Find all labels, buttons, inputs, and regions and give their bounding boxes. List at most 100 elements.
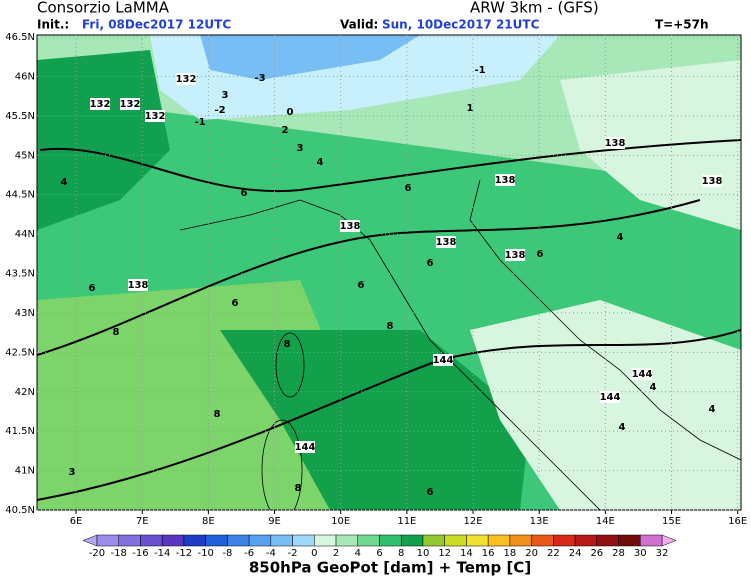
contour-label: 4 <box>650 382 657 393</box>
colorbar-tick-label: 2 <box>333 548 339 559</box>
colorbar-swatch <box>553 534 576 547</box>
contour-label: 138 <box>128 280 149 291</box>
colorbar-swatch <box>161 534 185 547</box>
contour-label: 6 <box>89 283 96 294</box>
y-tick-label: 42.5N <box>5 347 35 358</box>
contour-label: 132 <box>145 111 166 122</box>
x-tick-label: 8E <box>202 516 215 527</box>
contour-label: 6 <box>427 487 434 498</box>
contour-label: -3 <box>254 73 265 84</box>
colorbar-swatch <box>640 534 663 547</box>
colorbar-swatch <box>400 534 424 547</box>
contour-label: 132 <box>176 74 197 85</box>
colorbar-tick-label: -10 <box>197 548 213 559</box>
title: Consorzio LaMMA <box>37 0 170 17</box>
geopotential-contour <box>37 329 741 501</box>
colorbar-tick-label: 28 <box>612 548 625 559</box>
contour-label: 6 <box>537 249 544 260</box>
contour-label: 4 <box>617 232 624 243</box>
x-tick-label: 15E <box>662 516 681 527</box>
contour-label: 132 <box>120 99 141 110</box>
init-value: Fri, 08Dec2017 12UTC <box>82 18 231 32</box>
contour-label: 4 <box>61 177 68 188</box>
contour-label: 138 <box>605 138 626 149</box>
y-tick-label: 44N <box>15 229 35 240</box>
colorbar-tick-label: 6 <box>376 548 382 559</box>
colorbar-swatch <box>335 534 359 547</box>
colorbar-swatch <box>466 534 489 547</box>
colorbar-tick-label: -6 <box>244 548 254 559</box>
colorbar-over <box>661 534 677 547</box>
contour-label: 144 <box>632 369 653 380</box>
colorbar-swatch <box>618 534 641 547</box>
colorbar-tick-label: -14 <box>154 548 170 559</box>
contour-label: 6 <box>232 298 239 309</box>
colorbar-swatch <box>487 534 511 547</box>
colorbar-swatch <box>357 534 380 547</box>
y-tick-label: 43.5N <box>5 269 35 280</box>
field <box>220 330 530 510</box>
geopotential-contour <box>39 139 741 193</box>
contour-label: 138 <box>702 176 723 187</box>
x-tick-label: 10E <box>331 516 350 527</box>
y-tick-label: 43N <box>15 308 35 319</box>
x-tick-label: 13E <box>530 516 549 527</box>
contour-label: 138 <box>436 237 457 248</box>
contour-label: -1 <box>194 117 205 128</box>
contour-label: 138 <box>495 175 516 186</box>
contour-label: 138 <box>505 250 526 261</box>
colorbar-under <box>82 534 98 547</box>
x-tick-label: 14E <box>596 516 615 527</box>
y-tick-label: 45N <box>15 150 35 161</box>
contour-label-bg <box>340 220 360 232</box>
contour-label: 6 <box>358 280 365 291</box>
contour-label-bg <box>176 73 196 85</box>
colorbar-tick-label: -20 <box>89 548 105 559</box>
colorbar-swatch <box>140 534 163 547</box>
colorbar-swatch <box>509 534 532 547</box>
contour-label-bg <box>295 441 315 453</box>
valid-value: Sun, 10Dec2017 21UTC <box>382 18 540 32</box>
colorbar-tick-label: 22 <box>547 548 560 559</box>
colorbar-tick-label: 16 <box>482 548 495 559</box>
y-tick-label: 44.5N <box>5 190 35 201</box>
y-tick-label: 46.5N <box>5 32 35 43</box>
contour-label-bg <box>128 279 148 291</box>
coastline <box>179 199 601 510</box>
colorbar-swatch <box>574 534 598 547</box>
colorbar-swatch <box>118 534 141 547</box>
colorbar-tick-label: 30 <box>634 548 647 559</box>
colorbar-title: 850hPa GeoPot [dam] + Temp [C] <box>249 559 531 577</box>
contour-label: 6 <box>241 188 248 199</box>
contour-label: 8 <box>387 321 394 332</box>
contour-label: 4 <box>317 157 324 168</box>
contour-label-bg <box>605 137 625 149</box>
contour-label: 8 <box>113 327 120 338</box>
contour-label: -1 <box>474 65 485 76</box>
island <box>261 419 303 510</box>
colorbar-tick-label: 20 <box>525 548 538 559</box>
contour-label: 4 <box>619 422 626 433</box>
colorbar-swatch <box>531 534 554 547</box>
colorbar-tick-label: 24 <box>569 548 582 559</box>
field <box>200 35 420 80</box>
x-tick-label: 9E <box>268 516 281 527</box>
y-tick-label: 40.5N <box>5 505 35 516</box>
colorbar-tick-label: 4 <box>355 548 361 559</box>
colorbar-swatch <box>248 534 272 547</box>
colorbar-swatch <box>227 534 250 547</box>
contour-label: 6 <box>405 183 412 194</box>
contour-label: 144 <box>600 392 621 403</box>
contour-label: 8 <box>295 483 302 494</box>
contour-label: 138 <box>340 221 361 232</box>
colorbar-swatch <box>314 534 337 547</box>
map-fields <box>37 35 741 510</box>
colorbar-tick-label: 8 <box>398 548 404 559</box>
contour-label-bg <box>436 236 456 248</box>
colorbar-tick-label: 12 <box>438 548 451 559</box>
island <box>275 332 305 398</box>
contour-label-bg <box>505 249 525 261</box>
field <box>37 50 170 230</box>
contour-label: 3 <box>222 90 229 101</box>
